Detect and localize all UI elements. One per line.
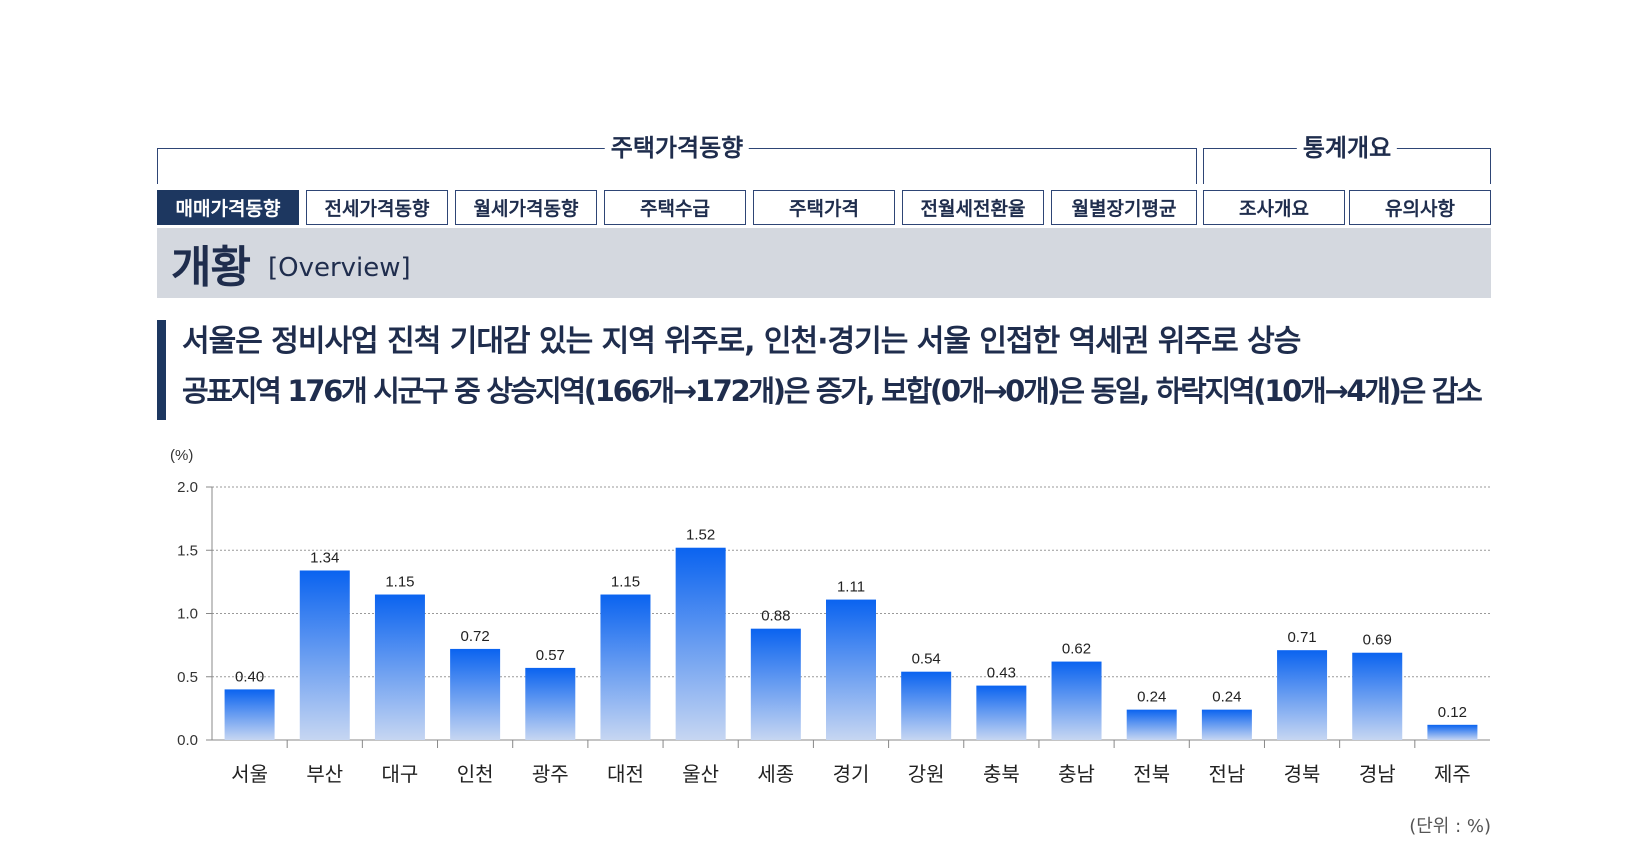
- data-label: 1.11: [837, 579, 865, 596]
- bar-chart: (%) 2.0 1.5 1.0 0.5 0.0 0.40 서울 1.34 부산 1.15 대구 0.…: [170, 447, 1490, 786]
- bar-세종: [750, 628, 801, 740]
- data-label: 0.40: [235, 668, 264, 685]
- headline-summary: 서울은 정비사업 진척 기대감 있는 지역 위주로, 인천·경기는 서울 인접한…: [182, 324, 1301, 359]
- tab-jeonse-price[interactable]: 전세가격동향: [306, 190, 448, 225]
- y-tick-label: 0.5: [177, 669, 198, 686]
- x-tick-label: 세종: [757, 762, 794, 786]
- tab-housing-price[interactable]: 주택가격: [753, 190, 895, 225]
- headline-block: 서울은 정비사업 진척 기대감 있는 지역 위주로, 인천·경기는 서울 인접한…: [157, 320, 1491, 420]
- x-tick-label: 경북: [1284, 762, 1321, 786]
- tab-conversion-rate[interactable]: 전월세전환율: [902, 190, 1044, 225]
- data-label: 1.15: [611, 574, 640, 591]
- bar-충남: [1051, 661, 1102, 740]
- x-tick-label: 전북: [1133, 762, 1170, 786]
- tab-survey-overview[interactable]: 조사개요: [1203, 190, 1345, 225]
- x-tick-label: 충북: [983, 762, 1020, 786]
- tab-monthly-rent-price[interactable]: 월세가격동향: [455, 190, 597, 225]
- bar-충북: [976, 685, 1027, 740]
- tab-sales-price[interactable]: 매매가격동향: [157, 190, 299, 225]
- x-tick-label: 강원: [908, 762, 945, 786]
- bar-경기: [826, 599, 876, 740]
- data-label: 0.43: [987, 665, 1016, 682]
- bar-울산: [675, 547, 726, 740]
- overview-title: 개황: [171, 242, 251, 293]
- data-label: 0.72: [461, 628, 490, 645]
- bar-서울: [224, 689, 275, 740]
- data-label: 1.34: [310, 549, 339, 566]
- data-label: 0.69: [1363, 632, 1392, 649]
- unit-note: (단위 : %): [1409, 816, 1491, 837]
- group-bracket-statistics: 통계개요: [1203, 133, 1491, 184]
- x-tick-label: 서울: [231, 762, 268, 786]
- x-tick-label: 경남: [1359, 762, 1396, 786]
- tab-notes[interactable]: 유의사항: [1349, 190, 1491, 225]
- data-label: 1.52: [686, 527, 715, 544]
- x-tick-label: 인천: [457, 762, 494, 786]
- y-axis-label: (%): [170, 447, 193, 464]
- y-tick-label: 0.0: [177, 732, 198, 749]
- tab-housing-supply[interactable]: 주택수급: [604, 190, 746, 225]
- bar-대전: [600, 594, 651, 740]
- bar-경북: [1277, 650, 1328, 740]
- data-label: 1.15: [385, 574, 414, 591]
- data-label: 0.24: [1137, 689, 1166, 706]
- data-label: 0.88: [761, 608, 790, 625]
- bar-제주: [1427, 724, 1478, 740]
- bar-대구: [374, 594, 425, 740]
- x-tick-label: 경기: [833, 762, 870, 786]
- group-label-housing-price: 주택가격동향: [604, 133, 750, 163]
- group-bracket-housing-price: 주택가격동향: [157, 133, 1197, 184]
- nav-tabs: 매매가격동향 전세가격동향 월세가격동향 주택수급 주택가격 전월세전환율 월별…: [157, 190, 1491, 225]
- x-tick-label: 광주: [532, 762, 569, 786]
- data-label: 0.57: [536, 647, 565, 664]
- data-label: 0.54: [912, 651, 941, 668]
- data-label: 0.12: [1438, 704, 1467, 721]
- bar-광주: [525, 667, 576, 740]
- bar-경남: [1352, 652, 1403, 740]
- x-tick-label: 제주: [1434, 762, 1471, 786]
- data-label: 0.24: [1212, 689, 1241, 706]
- data-label: 0.62: [1062, 641, 1091, 658]
- x-tick-label: 대구: [382, 762, 419, 786]
- group-label-statistics: 통계개요: [1296, 133, 1398, 163]
- x-tick-label: 전남: [1208, 762, 1245, 786]
- bar-인천: [450, 648, 501, 740]
- data-label: 0.71: [1287, 629, 1316, 646]
- bar-전남: [1201, 709, 1252, 740]
- x-tick-label: 충남: [1058, 762, 1095, 786]
- x-tick-label: 대전: [607, 762, 644, 786]
- x-tick-label: 울산: [682, 762, 719, 786]
- headline-detail: 공표지역 176개 시군구 중 상승지역(166개→172개)은 증가, 보합(…: [182, 374, 1483, 408]
- y-tick-label: 1.0: [177, 606, 198, 623]
- y-tick-label: 2.0: [177, 479, 198, 496]
- overview-subtitle: [Overview]: [267, 253, 411, 283]
- bar-강원: [901, 671, 952, 740]
- overview-banner: 개황 [Overview]: [157, 228, 1491, 298]
- bar-부산: [299, 570, 350, 740]
- y-tick-label: 1.5: [177, 542, 198, 559]
- bar-전북: [1126, 709, 1177, 740]
- x-tick-label: 부산: [306, 762, 343, 786]
- tab-monthly-long-term-avg[interactable]: 월별장기평균: [1051, 190, 1197, 225]
